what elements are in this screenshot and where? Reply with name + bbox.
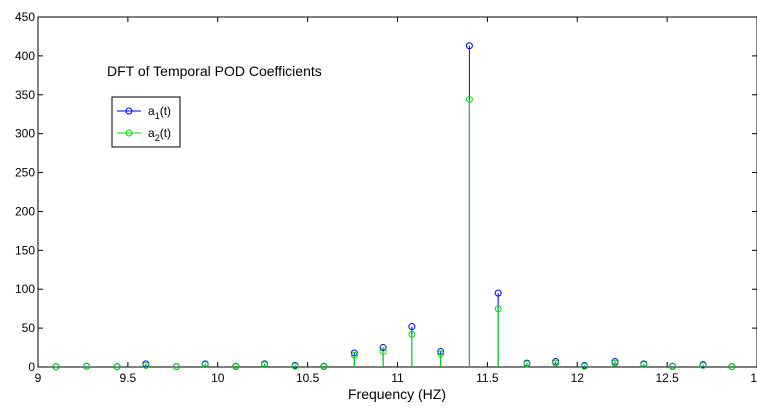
stem-marker-series-2 (201, 361, 209, 369)
stem-marker-series-2 (83, 362, 91, 370)
x-tick-label: 10.5 (296, 371, 320, 385)
y-tick-layer: 0 50 100 150 200 250 300 350 400 450 (15, 10, 757, 374)
y-tick-label: 100 (15, 282, 35, 296)
stem-marker-series-2 (408, 330, 416, 338)
stem-marker-series-2 (320, 363, 328, 371)
stem-marker-series-2 (580, 362, 588, 370)
y-tick-label: 400 (15, 49, 35, 63)
stem-marker-series-2 (142, 361, 150, 369)
legend-marker-series-1 (125, 107, 133, 115)
y-tick-label: 150 (15, 243, 35, 257)
x-tick-label: 11 (391, 371, 404, 385)
y-tick-label: 250 (15, 166, 35, 180)
legend-label-series-2: a2(t) (148, 126, 171, 143)
stem-marker-series-2 (728, 363, 736, 371)
stem-marker-series-2 (172, 363, 180, 371)
y-tick-label: 350 (15, 88, 35, 102)
stem-marker-series-2 (465, 95, 473, 103)
stem-marker-series-1 (379, 344, 387, 352)
y-tick-label: 450 (15, 10, 35, 24)
x-tick-label: 12 (571, 371, 585, 385)
stem-layer (52, 42, 736, 371)
stem-marker-series-1 (494, 289, 502, 297)
stem-marker-series-2 (232, 363, 240, 371)
stem-marker-series-2 (437, 350, 445, 358)
stem-marker-series-2 (52, 363, 60, 371)
chart-title: DFT of Temporal POD Coefficients (107, 63, 322, 79)
stem-marker-series-2 (640, 361, 648, 369)
stem-marker-series-2 (523, 360, 531, 368)
legend: a1(t) a2(t) (111, 96, 181, 148)
x-tick-layer: 9 9.5 10 10.5 11 11.5 12 12.5 13 (35, 17, 757, 385)
y-tick-label: 0 (28, 360, 35, 374)
x-axis-label: Frequency (HZ) (348, 386, 446, 402)
x-tick-label: 11.5 (476, 371, 499, 385)
plot-frame (37, 16, 757, 368)
x-tick-label: 10 (211, 371, 225, 385)
stem-marker-series-2 (494, 305, 502, 313)
stem-marker-series-2 (669, 363, 677, 371)
stem-marker-series-2 (611, 359, 619, 367)
x-tick-label: 13 (750, 371, 757, 385)
y-tick-label: 200 (15, 204, 35, 218)
y-tick-label: 300 (15, 127, 35, 141)
stem-marker-series-1 (465, 42, 473, 50)
legend-marker-series-2 (125, 129, 133, 137)
stem-marker-series-2 (291, 362, 299, 370)
stem-marker-series-1 (408, 323, 416, 331)
stem-marker-series-2 (350, 351, 358, 359)
stem-marker-series-2 (260, 361, 268, 369)
stem-marker-series-2 (113, 363, 121, 371)
legend-box (111, 96, 181, 148)
x-tick-label: 12.5 (655, 371, 679, 385)
legend-label-series-1: a1(t) (148, 104, 171, 121)
y-tick-label: 50 (22, 321, 36, 335)
stem-marker-series-2 (552, 359, 560, 367)
x-tick-label: 9 (35, 371, 42, 385)
x-tick-label: 9.5 (120, 371, 137, 385)
stem-marker-series-2 (379, 347, 387, 355)
stem-marker-series-2 (699, 361, 707, 369)
